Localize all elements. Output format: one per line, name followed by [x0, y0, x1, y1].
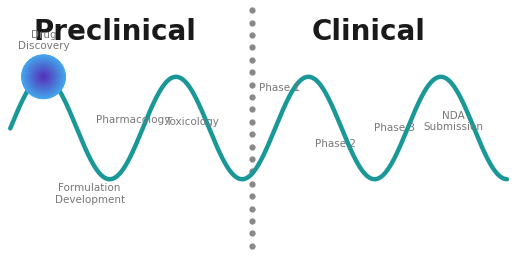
Ellipse shape: [33, 66, 54, 88]
Ellipse shape: [29, 62, 58, 91]
Ellipse shape: [27, 60, 60, 94]
Ellipse shape: [39, 72, 48, 81]
Ellipse shape: [24, 57, 63, 97]
Text: Phase 3: Phase 3: [374, 123, 415, 133]
Ellipse shape: [22, 55, 65, 98]
Ellipse shape: [27, 60, 60, 93]
Ellipse shape: [25, 58, 62, 95]
Ellipse shape: [40, 73, 47, 80]
Ellipse shape: [41, 75, 46, 79]
Ellipse shape: [42, 75, 45, 78]
Ellipse shape: [23, 56, 65, 98]
Ellipse shape: [30, 63, 57, 90]
Ellipse shape: [31, 65, 56, 89]
Ellipse shape: [35, 68, 52, 86]
Ellipse shape: [34, 68, 53, 86]
Text: Formulation
Development: Formulation Development: [55, 183, 124, 205]
Text: Pharmacology: Pharmacology: [96, 115, 170, 125]
Ellipse shape: [37, 71, 50, 83]
Ellipse shape: [25, 59, 62, 95]
Ellipse shape: [24, 58, 63, 96]
Ellipse shape: [29, 62, 58, 92]
Ellipse shape: [35, 68, 52, 85]
Ellipse shape: [36, 69, 51, 84]
Ellipse shape: [24, 57, 63, 97]
Ellipse shape: [42, 76, 45, 78]
Ellipse shape: [25, 58, 62, 96]
Ellipse shape: [33, 67, 54, 87]
Ellipse shape: [23, 56, 65, 98]
Ellipse shape: [29, 62, 58, 91]
Ellipse shape: [23, 56, 64, 97]
Ellipse shape: [38, 72, 49, 82]
Ellipse shape: [37, 70, 50, 84]
Ellipse shape: [26, 59, 61, 94]
Ellipse shape: [31, 64, 56, 89]
Ellipse shape: [41, 74, 46, 80]
Ellipse shape: [33, 66, 54, 87]
Ellipse shape: [23, 56, 64, 98]
Text: Drug
Discovery: Drug Discovery: [18, 30, 69, 51]
Ellipse shape: [28, 61, 59, 92]
Ellipse shape: [40, 73, 47, 81]
Ellipse shape: [28, 61, 59, 93]
Text: Clinical: Clinical: [312, 18, 425, 46]
Ellipse shape: [26, 59, 61, 95]
Ellipse shape: [36, 69, 51, 84]
Ellipse shape: [32, 65, 55, 89]
Ellipse shape: [36, 69, 51, 85]
Ellipse shape: [38, 71, 49, 82]
Ellipse shape: [31, 64, 57, 90]
Ellipse shape: [28, 61, 59, 93]
Ellipse shape: [30, 63, 57, 90]
Ellipse shape: [30, 63, 57, 91]
Ellipse shape: [38, 72, 49, 82]
Ellipse shape: [42, 76, 45, 78]
Text: Phase 1: Phase 1: [259, 83, 300, 93]
Ellipse shape: [33, 67, 54, 87]
Ellipse shape: [34, 67, 53, 86]
Ellipse shape: [35, 69, 52, 85]
Ellipse shape: [32, 65, 55, 89]
Ellipse shape: [39, 73, 48, 81]
Ellipse shape: [32, 65, 55, 88]
Ellipse shape: [31, 64, 56, 90]
Text: Toxicology: Toxicology: [165, 116, 219, 126]
Ellipse shape: [34, 67, 53, 87]
Text: Phase 2: Phase 2: [315, 139, 356, 149]
Ellipse shape: [27, 60, 60, 93]
Ellipse shape: [25, 58, 62, 95]
Ellipse shape: [29, 63, 58, 91]
Ellipse shape: [26, 59, 61, 94]
Ellipse shape: [32, 66, 55, 88]
Ellipse shape: [24, 57, 63, 97]
Ellipse shape: [27, 60, 60, 94]
Ellipse shape: [39, 72, 48, 81]
Ellipse shape: [34, 68, 53, 86]
Ellipse shape: [38, 71, 49, 82]
Ellipse shape: [40, 74, 47, 80]
Ellipse shape: [28, 62, 59, 92]
Ellipse shape: [40, 73, 47, 80]
Ellipse shape: [41, 74, 46, 79]
Text: NDA
Submission: NDA Submission: [423, 111, 483, 132]
Ellipse shape: [37, 71, 50, 83]
Ellipse shape: [42, 76, 45, 78]
Ellipse shape: [41, 75, 46, 79]
Ellipse shape: [37, 70, 50, 83]
Ellipse shape: [22, 55, 66, 99]
Ellipse shape: [43, 76, 44, 77]
Text: Preclinical: Preclinical: [34, 18, 197, 46]
Ellipse shape: [36, 70, 51, 84]
